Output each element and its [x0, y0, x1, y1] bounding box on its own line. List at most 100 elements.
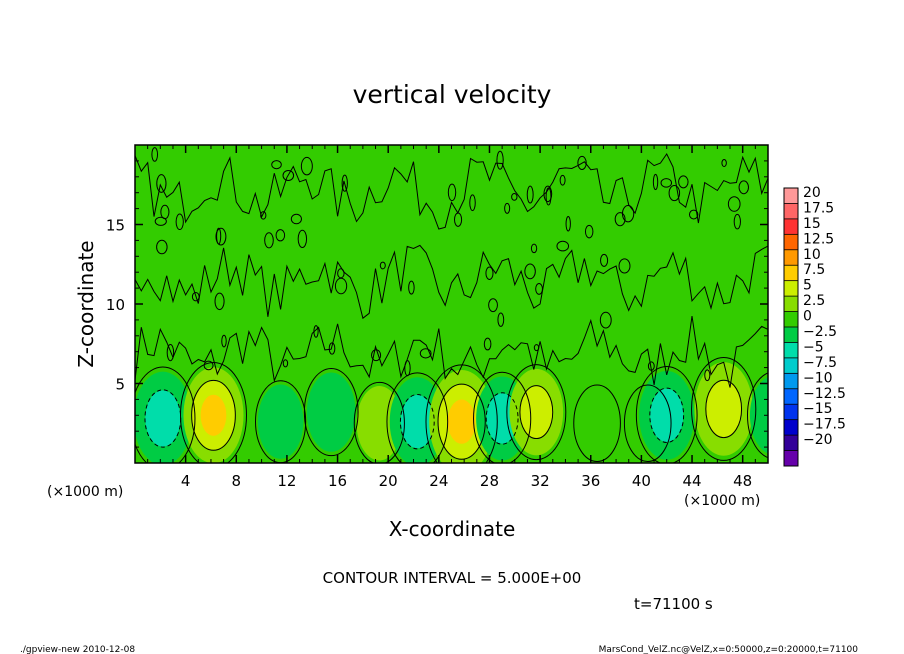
colorbar-label: 17.5: [803, 200, 834, 216]
chart-title: vertical velocity: [353, 80, 552, 109]
small-contour: [290, 213, 302, 225]
small-contour: [504, 202, 511, 214]
small-contour: [221, 334, 227, 348]
field-cell: [520, 386, 553, 439]
x-tick-label: 32: [531, 472, 550, 490]
contour-line: [485, 392, 519, 445]
small-contour: [511, 192, 518, 201]
x-tick-label: 8: [232, 472, 242, 490]
small-contour: [704, 369, 711, 382]
x-unit-left: (×1000 m): [47, 484, 123, 500]
small-contour: [154, 216, 167, 226]
small-contour: [600, 253, 609, 267]
zero-contour: [691, 356, 757, 461]
small-contour: [483, 337, 492, 351]
small-contour: [621, 205, 635, 223]
small-contour: [469, 194, 476, 212]
x-tick-label: 20: [379, 472, 398, 490]
x-tick-label: 48: [733, 472, 752, 490]
contour-line: [191, 379, 236, 451]
small-contour: [275, 229, 286, 242]
small-contour: [408, 280, 415, 295]
zero-contour: [425, 364, 498, 463]
x-tick-label: 36: [581, 472, 600, 490]
colorbar-label: 15: [803, 216, 821, 232]
colorbar-label: −17.5: [803, 417, 846, 433]
small-contour: [485, 266, 494, 280]
contour-line: [649, 387, 685, 443]
colorbar-cell: [784, 265, 798, 282]
field-cell: [200, 394, 227, 436]
colorbar-cell: [784, 296, 798, 312]
colorbar-cell: [784, 249, 798, 266]
colorbar-cell: [784, 234, 798, 251]
small-contour: [556, 240, 570, 252]
small-contour: [733, 213, 741, 230]
small-contour: [688, 209, 699, 220]
field-cell: [356, 386, 403, 461]
footer-right: MarsCond_VelZ.nc@VelZ,x=0:50000,z=0:2000…: [599, 645, 859, 654]
colorbar: 2017.51512.5107.552.50−2.5−5−7.5−10−12.5…: [783, 185, 846, 467]
small-contour: [166, 343, 175, 362]
small-contour: [447, 183, 457, 202]
x-tick-label: 40: [632, 472, 651, 490]
velocity-field: [135, 145, 768, 463]
footer-left: ./gpview-new 2010-12-08: [20, 645, 135, 654]
zero-contour: [573, 384, 621, 463]
x-axis-label: X-coordinate: [389, 517, 516, 541]
colorbar-label: 12.5: [803, 231, 834, 247]
x-tick-label: 16: [328, 472, 347, 490]
zero-contour: [135, 366, 196, 463]
colorbar-cell: [784, 357, 798, 374]
small-contour: [156, 174, 167, 193]
small-contour: [599, 311, 612, 329]
small-contour: [379, 261, 386, 270]
small-contour: [543, 185, 553, 203]
contour-line: [519, 385, 554, 440]
small-contour: [526, 185, 534, 204]
small-contour: [313, 325, 319, 338]
colorbar-cell: [784, 435, 798, 451]
small-contour: [668, 185, 681, 202]
field-cell: [145, 390, 181, 447]
small-contour: [727, 196, 741, 212]
colorbar-cell: [784, 404, 798, 421]
small-contour: [203, 360, 214, 371]
small-contour: [559, 174, 566, 186]
small-contour: [300, 156, 313, 176]
colorbar-label: 7.5: [803, 262, 825, 278]
zero-contour: [135, 153, 768, 230]
colorbar-label: 5: [803, 278, 812, 294]
colorbar-label: −12.5: [803, 386, 846, 402]
small-contour: [721, 159, 727, 167]
small-contour: [419, 348, 432, 359]
colorbar-cell: [784, 373, 798, 390]
x-tick-label: 44: [682, 472, 701, 490]
y-tick-label: 15: [106, 217, 125, 235]
colorbar-cell: [784, 188, 798, 204]
small-contour: [524, 263, 536, 280]
contour-lines: [135, 147, 768, 463]
plot-area: [134, 144, 769, 464]
colorbar-cell: [784, 218, 798, 235]
zero-contour: [386, 372, 449, 463]
small-contour: [214, 292, 225, 311]
colorbar-label: −7.5: [803, 355, 837, 371]
small-contour: [614, 212, 626, 227]
zero-contour: [180, 362, 247, 463]
y-tick-label: 5: [115, 376, 125, 394]
small-contour: [260, 211, 267, 220]
x-tick-label: 12: [277, 472, 296, 490]
field-cell: [306, 372, 356, 452]
colorbar-label: −10: [803, 370, 833, 386]
y-axis-label: Z-coordinate: [74, 240, 98, 367]
small-contour: [282, 359, 289, 368]
small-contour: [341, 174, 348, 192]
small-contour: [271, 160, 282, 170]
small-contour: [530, 243, 538, 254]
small-contour: [497, 312, 505, 327]
contour-line: [705, 379, 743, 439]
colorbar-label: −20: [803, 432, 833, 448]
small-contour: [156, 239, 168, 255]
